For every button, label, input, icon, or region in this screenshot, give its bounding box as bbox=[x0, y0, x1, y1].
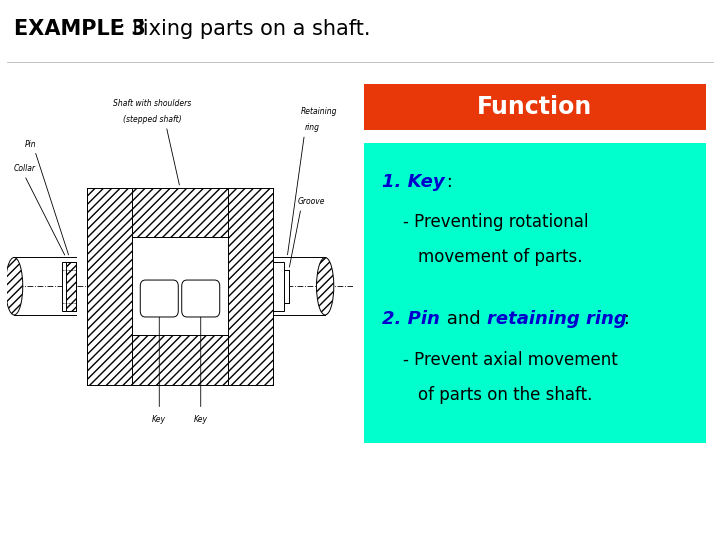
Text: (stepped shaft): (stepped shaft) bbox=[123, 115, 181, 124]
FancyBboxPatch shape bbox=[181, 280, 220, 317]
Text: Function: Function bbox=[477, 94, 593, 119]
Text: - Prevent axial movement: - Prevent axial movement bbox=[403, 351, 618, 369]
Text: and: and bbox=[441, 310, 486, 328]
FancyBboxPatch shape bbox=[364, 84, 706, 130]
FancyBboxPatch shape bbox=[140, 280, 179, 317]
Text: EXAMPLE 3: EXAMPLE 3 bbox=[14, 19, 146, 39]
FancyBboxPatch shape bbox=[364, 143, 706, 443]
Ellipse shape bbox=[6, 258, 23, 315]
Text: :: : bbox=[618, 310, 630, 328]
Text: Retaining: Retaining bbox=[301, 107, 338, 116]
Bar bbox=[132, 188, 228, 237]
Bar bbox=[274, 261, 284, 311]
Text: of parts on the shaft.: of parts on the shaft. bbox=[418, 386, 592, 404]
Text: :: : bbox=[441, 173, 452, 191]
Ellipse shape bbox=[317, 258, 334, 315]
Text: 2. Pin: 2. Pin bbox=[382, 310, 439, 328]
Text: Pin: Pin bbox=[24, 140, 36, 149]
Text: Key: Key bbox=[152, 415, 166, 424]
Text: - Preventing rotational: - Preventing rotational bbox=[403, 213, 589, 231]
Bar bbox=[284, 270, 289, 302]
Text: movement of parts.: movement of parts. bbox=[418, 248, 582, 266]
Text: ring: ring bbox=[305, 123, 320, 132]
Bar bbox=[66, 261, 76, 311]
Bar bbox=[228, 188, 274, 384]
Text: retaining ring: retaining ring bbox=[487, 310, 626, 328]
Text: Collar: Collar bbox=[14, 164, 36, 173]
Bar bbox=[132, 237, 228, 335]
Bar bbox=[86, 188, 132, 384]
Bar bbox=[132, 335, 228, 384]
Text: Key: Key bbox=[194, 415, 208, 424]
Text: : Fixing parts on a shaft.: : Fixing parts on a shaft. bbox=[112, 19, 370, 39]
Bar bbox=[63, 261, 76, 311]
Text: Groove: Groove bbox=[297, 197, 325, 206]
Text: 1. Key: 1. Key bbox=[382, 173, 444, 191]
Text: Shaft with shoulders: Shaft with shoulders bbox=[113, 99, 192, 107]
